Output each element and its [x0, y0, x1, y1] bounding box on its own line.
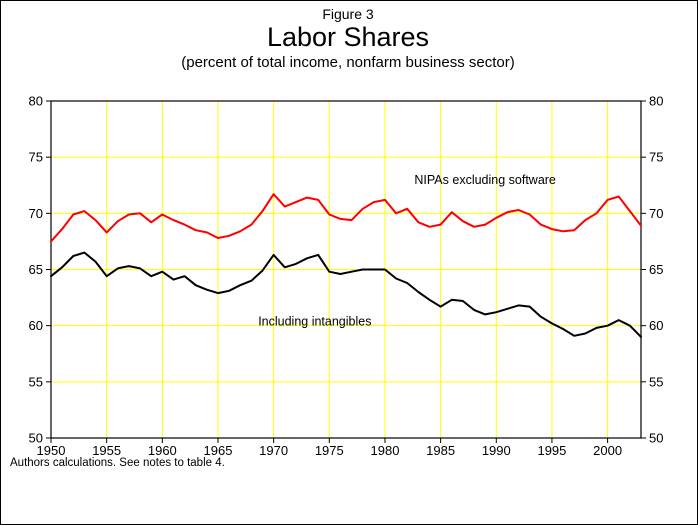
x-tick-label: 1980	[371, 443, 400, 458]
y-tick-label-right: 55	[649, 374, 663, 389]
x-tick-label: 1985	[426, 443, 455, 458]
y-tick-label-right: 65	[649, 262, 663, 277]
y-tick-label-right: 80	[649, 94, 663, 109]
y-tick-label-right: 60	[649, 318, 663, 333]
x-tick-label: 1995	[537, 443, 566, 458]
y-tick-label-left: 60	[29, 318, 43, 333]
x-tick-label: 1975	[315, 443, 344, 458]
x-tick-label: 1965	[204, 443, 233, 458]
x-tick-label: 2000	[593, 443, 622, 458]
y-tick-label-left: 75	[29, 150, 43, 165]
y-tick-label-left: 65	[29, 262, 43, 277]
series-line-nipas-excluding-software	[50, 193, 642, 243]
figure-subtitle: (percent of total income, nonfarm busine…	[181, 54, 515, 72]
figure-footnote: Authors calculations. See notes to table…	[10, 457, 225, 469]
y-tick-label-left: 70	[29, 206, 43, 221]
y-tick-label-right: 75	[649, 150, 663, 165]
figure-title: Labor Shares	[266, 22, 430, 53]
x-tick-label: 1960	[148, 443, 177, 458]
y-tick-label-right: 50	[649, 431, 663, 446]
series-annotation: Including intangibles	[258, 315, 371, 329]
title-block: Figure 3 Labor Shares (percent of total …	[51, 6, 645, 71]
figure-label: Figure 3	[322, 6, 374, 22]
y-tick-label-left: 50	[29, 431, 43, 446]
y-tick-label-left: 80	[29, 94, 43, 109]
x-tick-label: 1970	[259, 443, 288, 458]
series-line-including-intangibles	[50, 251, 642, 338]
y-tick-label-right: 70	[649, 206, 663, 221]
x-tick-label: 1955	[92, 443, 121, 458]
x-tick-label: 1990	[482, 443, 511, 458]
y-tick-label-left: 55	[29, 374, 43, 389]
series-annotation: NIPAs excluding software	[414, 173, 556, 187]
x-tick-label: 1950	[37, 443, 66, 458]
